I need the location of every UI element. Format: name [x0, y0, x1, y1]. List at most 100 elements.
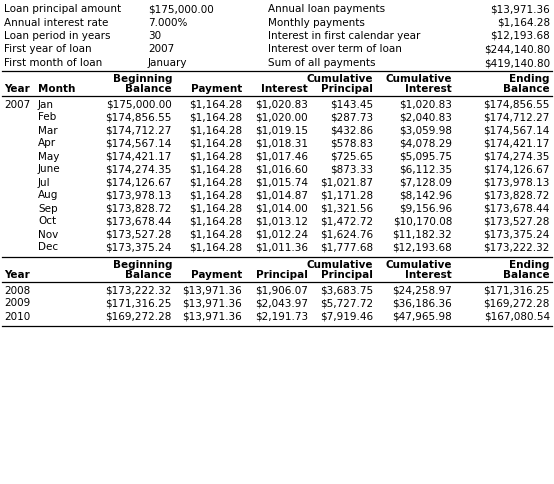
Text: Payment: Payment [191, 270, 242, 279]
Text: $244,140.80: $244,140.80 [484, 45, 550, 55]
Text: 2008: 2008 [4, 286, 30, 296]
Text: $13,971.36: $13,971.36 [182, 299, 242, 308]
Text: $1,164.28: $1,164.28 [189, 112, 242, 122]
Text: $419,140.80: $419,140.80 [484, 58, 550, 68]
Text: $167,080.54: $167,080.54 [484, 312, 550, 321]
Text: $1,164.28: $1,164.28 [189, 125, 242, 136]
Text: $873.33: $873.33 [330, 165, 373, 175]
Text: $1,906.07: $1,906.07 [255, 286, 308, 296]
Text: $1,472.72: $1,472.72 [320, 216, 373, 227]
Text: Apr: Apr [38, 138, 56, 149]
Text: Cumulative: Cumulative [306, 74, 373, 84]
Text: $175,000.00: $175,000.00 [106, 100, 172, 109]
Text: $5,095.75: $5,095.75 [399, 151, 452, 162]
Text: Monthly payments: Monthly payments [268, 17, 365, 28]
Text: $1,020.83: $1,020.83 [399, 100, 452, 109]
Text: $173,222.32: $173,222.32 [106, 286, 172, 296]
Text: $174,567.14: $174,567.14 [484, 125, 550, 136]
Text: $4,078.29: $4,078.29 [399, 138, 452, 149]
Text: June: June [38, 165, 60, 175]
Text: First year of loan: First year of loan [4, 45, 91, 55]
Text: $11,182.32: $11,182.32 [392, 229, 452, 240]
Text: $7,919.46: $7,919.46 [320, 312, 373, 321]
Text: Interest over term of loan: Interest over term of loan [268, 45, 402, 55]
Text: $8,142.96: $8,142.96 [399, 191, 452, 200]
Text: $13,971.36: $13,971.36 [182, 286, 242, 296]
Text: $1,164.28: $1,164.28 [189, 229, 242, 240]
Text: $1,020.00: $1,020.00 [255, 112, 308, 122]
Text: $174,126.67: $174,126.67 [484, 165, 550, 175]
Text: $173,978.13: $173,978.13 [484, 178, 550, 187]
Text: Balance: Balance [125, 84, 172, 93]
Text: Nov: Nov [38, 229, 58, 240]
Text: Oct: Oct [38, 216, 56, 227]
Text: $1,164.28: $1,164.28 [189, 242, 242, 253]
Text: First month of loan: First month of loan [4, 58, 102, 68]
Text: 2010: 2010 [4, 312, 30, 321]
Text: Annual interest rate: Annual interest rate [4, 17, 109, 28]
Text: $1,164.28: $1,164.28 [189, 100, 242, 109]
Text: 2007: 2007 [4, 100, 30, 109]
Text: $12,193.68: $12,193.68 [392, 242, 452, 253]
Text: Balance: Balance [504, 270, 550, 279]
Text: $174,421.17: $174,421.17 [106, 151, 172, 162]
Text: Interest: Interest [405, 270, 452, 279]
Text: $174,712.27: $174,712.27 [484, 112, 550, 122]
Text: $173,375.24: $173,375.24 [106, 242, 172, 253]
Text: Ending: Ending [510, 259, 550, 270]
Text: $173,527.28: $173,527.28 [106, 229, 172, 240]
Text: $173,678.44: $173,678.44 [106, 216, 172, 227]
Text: $173,527.28: $173,527.28 [484, 216, 550, 227]
Text: $174,274.35: $174,274.35 [484, 151, 550, 162]
Text: $171,316.25: $171,316.25 [484, 286, 550, 296]
Text: Principal: Principal [321, 84, 373, 93]
Text: $1,624.76: $1,624.76 [320, 229, 373, 240]
Text: $1,019.15: $1,019.15 [255, 125, 308, 136]
Text: $1,321.56: $1,321.56 [320, 203, 373, 213]
Text: $287.73: $287.73 [330, 112, 373, 122]
Text: $36,186.36: $36,186.36 [392, 299, 452, 308]
Text: 30: 30 [148, 31, 161, 41]
Text: $6,112.35: $6,112.35 [399, 165, 452, 175]
Text: Sum of all payments: Sum of all payments [268, 58, 376, 68]
Text: Dec: Dec [38, 242, 58, 253]
Text: $174,421.17: $174,421.17 [484, 138, 550, 149]
Text: $173,678.44: $173,678.44 [484, 203, 550, 213]
Text: $2,043.97: $2,043.97 [255, 299, 308, 308]
Text: $578.83: $578.83 [330, 138, 373, 149]
Text: $5,727.72: $5,727.72 [320, 299, 373, 308]
Text: Interest: Interest [405, 84, 452, 93]
Text: $1,164.28: $1,164.28 [189, 191, 242, 200]
Text: $173,222.32: $173,222.32 [484, 242, 550, 253]
Text: Mar: Mar [38, 125, 58, 136]
Text: $3,683.75: $3,683.75 [320, 286, 373, 296]
Text: Cumulative: Cumulative [306, 259, 373, 270]
Text: $1,015.74: $1,015.74 [255, 178, 308, 187]
Text: $1,171.28: $1,171.28 [320, 191, 373, 200]
Text: Beginning: Beginning [112, 74, 172, 84]
Text: $9,156.96: $9,156.96 [399, 203, 452, 213]
Text: $169,272.28: $169,272.28 [484, 299, 550, 308]
Text: 2009: 2009 [4, 299, 30, 308]
Text: $173,978.13: $173,978.13 [106, 191, 172, 200]
Text: $2,191.73: $2,191.73 [255, 312, 308, 321]
Text: Balance: Balance [125, 270, 172, 279]
Text: Interest in first calendar year: Interest in first calendar year [268, 31, 420, 41]
Text: Principal: Principal [256, 270, 308, 279]
Text: $725.65: $725.65 [330, 151, 373, 162]
Text: $10,170.08: $10,170.08 [393, 216, 452, 227]
Text: Payment: Payment [191, 84, 242, 93]
Text: $169,272.28: $169,272.28 [106, 312, 172, 321]
Text: Feb: Feb [38, 112, 57, 122]
Text: Ending: Ending [510, 74, 550, 84]
Text: $1,164.28: $1,164.28 [189, 178, 242, 187]
Text: Cumulative: Cumulative [386, 74, 452, 84]
Text: $1,018.31: $1,018.31 [255, 138, 308, 149]
Text: $1,164.28: $1,164.28 [189, 138, 242, 149]
Text: 2007: 2007 [148, 45, 175, 55]
Text: $1,014.00: $1,014.00 [255, 203, 308, 213]
Text: Annual loan payments: Annual loan payments [268, 4, 385, 14]
Text: $1,017.46: $1,017.46 [255, 151, 308, 162]
Text: Loan principal amount: Loan principal amount [4, 4, 121, 14]
Text: $1,777.68: $1,777.68 [320, 242, 373, 253]
